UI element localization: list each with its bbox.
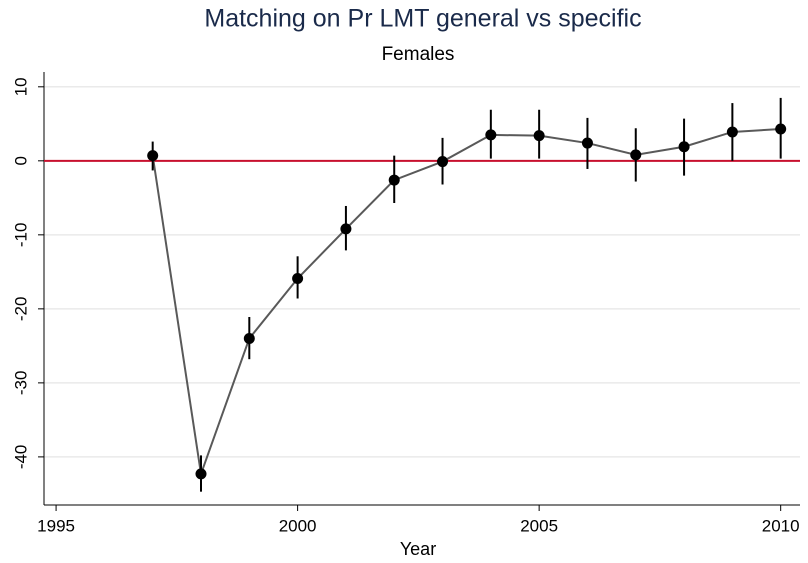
point (678, 141, 690, 153)
point (485, 129, 497, 141)
x-tick-label: 1995 (37, 516, 75, 535)
point (533, 130, 545, 142)
point (726, 126, 738, 138)
point (437, 156, 449, 168)
y-tick-label: -20 (11, 297, 30, 322)
x-axis-label: Year (400, 539, 436, 559)
chart-subtitle: Females (382, 44, 455, 65)
x-tick-label: 2010 (762, 516, 800, 535)
point (195, 468, 207, 480)
y-tick-label: 0 (11, 156, 30, 165)
point (630, 149, 642, 161)
series-line (151, 127, 781, 475)
point (243, 332, 255, 344)
y-tick-label: -30 (11, 371, 30, 396)
point (388, 174, 400, 186)
chart-title: Matching on Pr LMT general vs specific (204, 5, 641, 33)
point (292, 273, 304, 285)
y-tick-label: -10 (11, 223, 30, 248)
point (340, 223, 352, 235)
point (581, 137, 593, 149)
point (775, 123, 787, 135)
y-tick-label: 10 (11, 77, 30, 96)
y-tick-label: -40 (11, 445, 30, 470)
x-tick-label: 2005 (520, 516, 558, 535)
x-tick-label: 2000 (279, 516, 317, 535)
point (147, 150, 159, 162)
